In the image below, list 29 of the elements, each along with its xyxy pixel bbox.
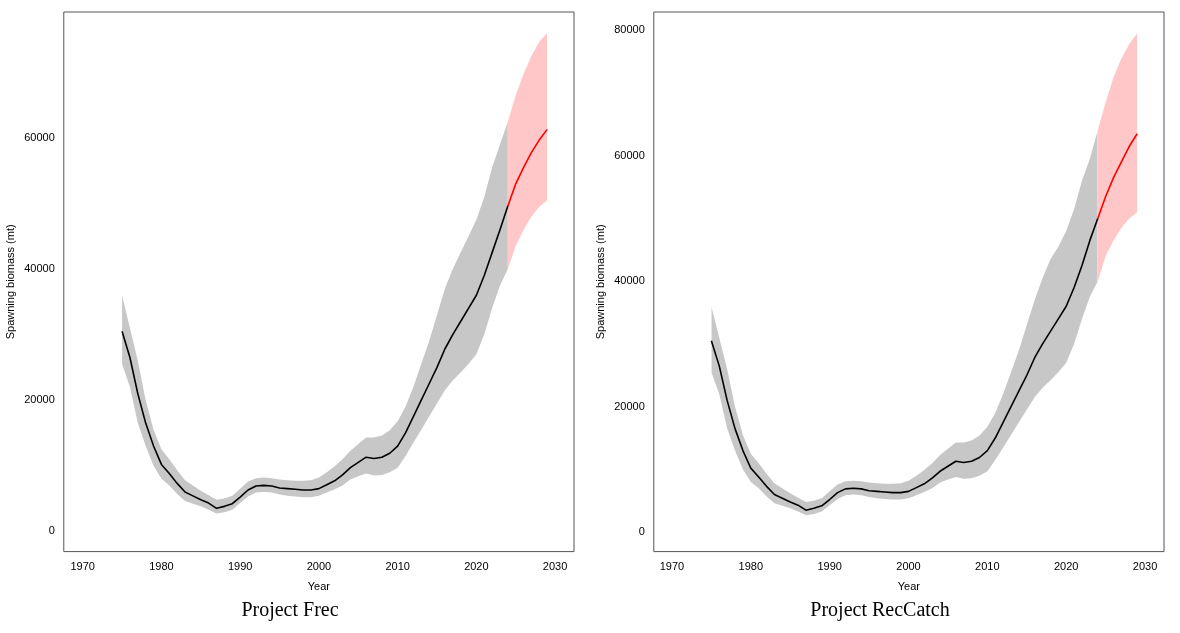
y-tick-label: 60000 <box>614 148 645 161</box>
y-tick-label: 40000 <box>24 262 55 275</box>
x-tick-label: 2030 <box>542 560 568 573</box>
x-tick-label: 1970 <box>659 560 685 573</box>
y-tick-label: 80000 <box>614 23 645 36</box>
x-tick-label: 2000 <box>896 560 921 573</box>
x-tick-label: 1980 <box>149 560 174 573</box>
y-tick-label: 60000 <box>24 130 55 143</box>
x-tick-label: 2020 <box>464 560 489 573</box>
y-tick-label: 20000 <box>24 393 55 406</box>
x-tick-label: 2020 <box>1053 560 1079 573</box>
text: Project RecCatch <box>809 598 951 623</box>
x-tick-label: 1990 <box>817 560 842 573</box>
x-tick-label: 1990 <box>227 560 253 573</box>
x-tick-label: 2030 <box>1132 560 1158 573</box>
x-tick-label: 2010 <box>975 560 1000 573</box>
x-axis-title: Year <box>897 580 921 593</box>
y-tick-label: 40000 <box>614 274 645 287</box>
y-axis-title: Spawning biomass (mt) <box>593 224 606 340</box>
y-axis-title: Spawning biomass (mt) <box>3 224 16 340</box>
x-tick-label: 1980 <box>738 560 764 573</box>
text: Project Frec <box>240 598 340 623</box>
x-tick-label: 2010 <box>385 560 410 573</box>
y-tick-label: 0 <box>638 525 645 538</box>
y-tick-label: 20000 <box>614 399 645 412</box>
y-tick-label: 0 <box>48 524 55 537</box>
x-tick-label: 2000 <box>306 560 332 573</box>
x-tick-label: 1970 <box>70 560 95 573</box>
x-axis-title: Year <box>307 580 331 593</box>
